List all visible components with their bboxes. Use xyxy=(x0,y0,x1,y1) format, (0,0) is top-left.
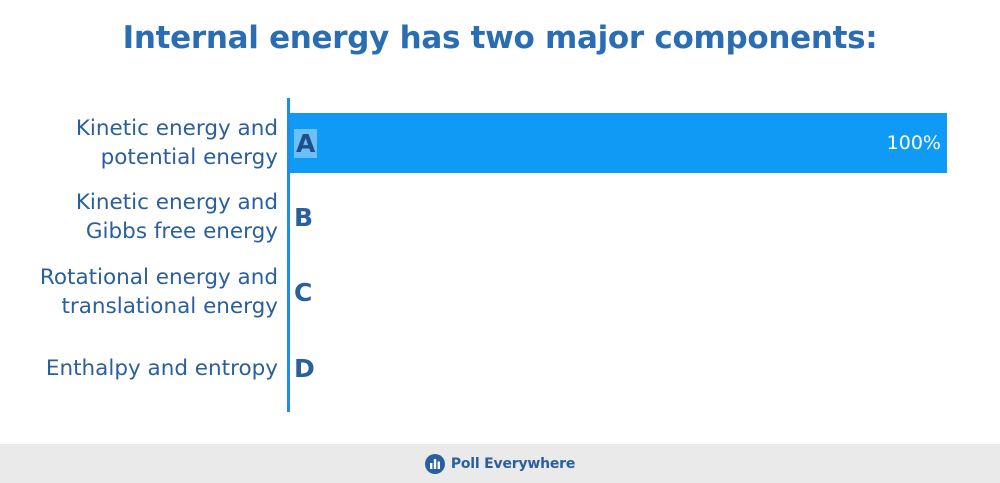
option-letter: B xyxy=(294,187,313,247)
category-label-text: Kinetic energy and potential energy xyxy=(75,116,278,170)
poll-everywhere-logo-icon xyxy=(424,453,445,474)
bar-row: Kinetic energy and Gibbs free energy B xyxy=(0,187,1000,247)
category-label: Kinetic energy and Gibbs free energy xyxy=(0,187,278,247)
brand-name: Poll Everywhere xyxy=(450,455,576,472)
category-label-text: Kinetic energy and Gibbs free energy xyxy=(75,190,278,244)
chart-title: Internal energy has two major components… xyxy=(122,20,878,56)
bar-row: Kinetic energy and potential energy A 100% xyxy=(0,113,1000,173)
bar-row: Rotational energy and translational ener… xyxy=(0,262,1000,322)
category-label: Kinetic energy and potential energy xyxy=(0,113,278,173)
option-letter-text: C xyxy=(294,277,313,307)
option-letter-text: D xyxy=(294,353,315,383)
option-letter: D xyxy=(294,338,315,398)
category-label: Enthalpy and entropy xyxy=(0,338,278,398)
category-label-text: Rotational energy and translational ener… xyxy=(39,265,278,319)
bar xyxy=(290,113,947,173)
option-letter: C xyxy=(294,262,312,322)
option-letter: A xyxy=(294,113,318,173)
footer: Poll Everywhere xyxy=(0,444,1000,483)
brand: Poll Everywhere xyxy=(0,444,1000,483)
option-letter-text: A xyxy=(294,128,318,158)
option-letter-text: B xyxy=(294,202,314,232)
value-label: 100% xyxy=(886,132,941,154)
bar-chart: Kinetic energy and potential energy A 100%… xyxy=(0,98,1000,412)
category-label: Rotational energy and translational ener… xyxy=(0,262,278,322)
bar-row: Enthalpy and entropy D xyxy=(0,338,1000,398)
category-label-text: Enthalpy and entropy xyxy=(45,355,278,381)
category-axis-line xyxy=(287,98,290,412)
